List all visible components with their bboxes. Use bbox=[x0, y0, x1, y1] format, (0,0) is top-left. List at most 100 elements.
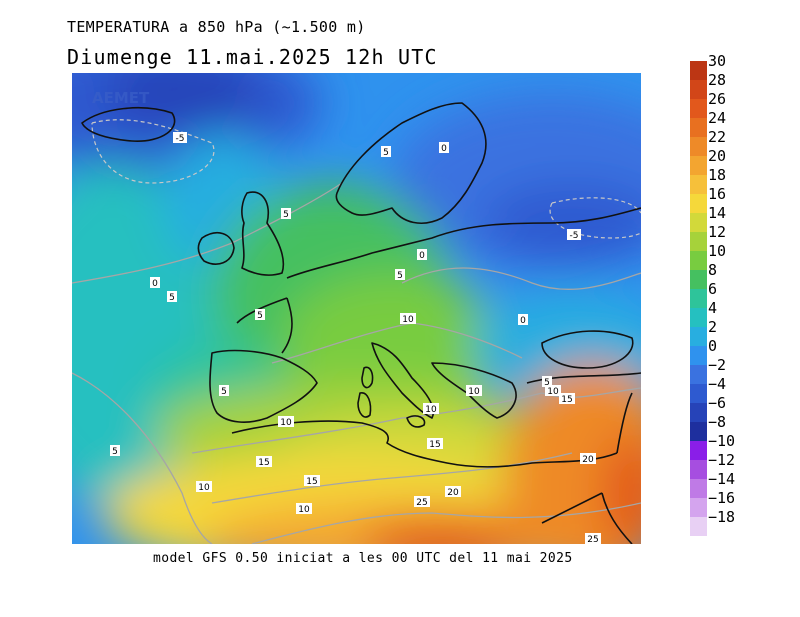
contour-label: 10 bbox=[296, 503, 312, 515]
contour-label: 25 bbox=[585, 533, 601, 544]
legend-swatch bbox=[690, 270, 707, 289]
svg-text:10: 10 bbox=[468, 387, 480, 397]
contour-label: 10 bbox=[400, 313, 416, 325]
legend-label: 28 bbox=[708, 71, 727, 89]
svg-text:5: 5 bbox=[257, 311, 263, 321]
svg-text:0: 0 bbox=[520, 316, 526, 326]
svg-text:10: 10 bbox=[547, 387, 559, 397]
legend-label: −12 bbox=[708, 451, 736, 469]
svg-text:25: 25 bbox=[416, 498, 427, 508]
svg-text:5: 5 bbox=[221, 387, 227, 397]
legend-swatch bbox=[690, 80, 707, 99]
legend-label: −8 bbox=[708, 413, 727, 431]
temperature-map: -5 5 0 5 -5 5 0 5 0 5 10 5 0 10 5 10 15 … bbox=[72, 73, 641, 544]
svg-text:15: 15 bbox=[306, 477, 317, 487]
svg-text:-5: -5 bbox=[176, 134, 185, 144]
contour-label: 15 bbox=[559, 393, 575, 405]
contour-label: 5 bbox=[281, 208, 291, 220]
contour-label: 0 bbox=[150, 277, 160, 289]
legend-label: 10 bbox=[708, 242, 727, 260]
contour-label: 10 bbox=[423, 403, 439, 415]
contour-label: 10 bbox=[545, 385, 561, 397]
contour-label: -5 bbox=[567, 229, 581, 241]
legend-label: 30 bbox=[708, 52, 727, 70]
legend-label: 20 bbox=[708, 147, 727, 165]
legend-label: 26 bbox=[708, 90, 727, 108]
legend-swatch bbox=[690, 308, 707, 327]
legend-label: 6 bbox=[708, 280, 718, 298]
legend-label: −6 bbox=[708, 394, 727, 412]
legend-swatch bbox=[690, 137, 707, 156]
contour-label: 0 bbox=[417, 249, 427, 261]
contour-label: 5 bbox=[167, 291, 177, 303]
contour-label: 5 bbox=[542, 376, 552, 388]
legend-swatch bbox=[690, 289, 707, 308]
legend-swatch bbox=[690, 403, 707, 422]
legend-label: −14 bbox=[708, 470, 736, 488]
legend-swatch bbox=[690, 346, 707, 365]
legend-label: 0 bbox=[708, 337, 718, 355]
svg-text:5: 5 bbox=[112, 447, 118, 457]
legend-label: 14 bbox=[708, 204, 727, 222]
legend-swatch bbox=[690, 118, 707, 137]
svg-text:25: 25 bbox=[587, 535, 598, 544]
contour-label: 5 bbox=[381, 146, 391, 158]
legend-label: 22 bbox=[708, 128, 727, 146]
svg-text:10: 10 bbox=[298, 505, 310, 515]
contour-label: -5 bbox=[173, 132, 187, 144]
model-info-footer: model GFS 0.50 iniciat a les 00 UTC del … bbox=[153, 551, 573, 566]
svg-text:20: 20 bbox=[582, 455, 594, 465]
svg-text:15: 15 bbox=[561, 395, 572, 405]
contour-label: 15 bbox=[256, 456, 272, 468]
legend-swatch bbox=[690, 251, 707, 270]
legend-swatch bbox=[690, 384, 707, 403]
svg-text:10: 10 bbox=[198, 483, 210, 493]
legend-swatch bbox=[690, 156, 707, 175]
contour-label: 5 bbox=[110, 445, 120, 457]
legend-swatch bbox=[690, 175, 707, 194]
legend-swatch bbox=[690, 441, 707, 460]
contour-label: 0 bbox=[518, 314, 528, 326]
chart-subtitle: Diumenge 11.mai.2025 12h UTC bbox=[67, 45, 438, 69]
contour-label: 5 bbox=[395, 269, 405, 281]
contour-label: 20 bbox=[580, 453, 596, 465]
legend-label: 8 bbox=[708, 261, 718, 279]
contour-label: 10 bbox=[196, 481, 212, 493]
svg-text:5: 5 bbox=[283, 210, 289, 220]
legend-label: 16 bbox=[708, 185, 727, 203]
contour-label: 15 bbox=[427, 438, 443, 450]
legend-swatch bbox=[690, 365, 707, 384]
legend-label: 18 bbox=[708, 166, 727, 184]
color-legend bbox=[690, 61, 710, 555]
contour-label: 0 bbox=[439, 142, 449, 154]
svg-text:5: 5 bbox=[383, 148, 389, 158]
svg-text:0: 0 bbox=[152, 279, 158, 289]
contour-label: 25 bbox=[414, 496, 430, 508]
legend-label: 12 bbox=[708, 223, 727, 241]
svg-text:15: 15 bbox=[258, 458, 269, 468]
svg-text:10: 10 bbox=[425, 405, 437, 415]
svg-text:20: 20 bbox=[447, 488, 459, 498]
legend-swatch bbox=[690, 327, 707, 346]
legend-label: −16 bbox=[708, 489, 736, 507]
legend-label: 24 bbox=[708, 109, 727, 127]
contour-label: 10 bbox=[466, 385, 482, 397]
chart-title: TEMPERATURA a 850 hPa (~1.500 m) bbox=[67, 18, 366, 36]
legend-label: 4 bbox=[708, 299, 718, 317]
contour-label: 5 bbox=[219, 385, 229, 397]
contour-label: 15 bbox=[304, 475, 320, 487]
legend-swatch bbox=[690, 194, 707, 213]
svg-text:-5: -5 bbox=[570, 231, 579, 241]
svg-text:5: 5 bbox=[169, 293, 175, 303]
legend-swatch bbox=[690, 422, 707, 441]
legend-swatch bbox=[690, 498, 707, 517]
legend-label: 2 bbox=[708, 318, 718, 336]
legend-swatch bbox=[690, 232, 707, 251]
svg-text:0: 0 bbox=[441, 144, 447, 154]
svg-text:5: 5 bbox=[397, 271, 403, 281]
legend-label: −2 bbox=[708, 356, 727, 374]
contour-label: 20 bbox=[445, 486, 461, 498]
contour-label: 10 bbox=[278, 416, 294, 428]
legend-swatch bbox=[690, 460, 707, 479]
legend-swatch bbox=[690, 61, 707, 80]
